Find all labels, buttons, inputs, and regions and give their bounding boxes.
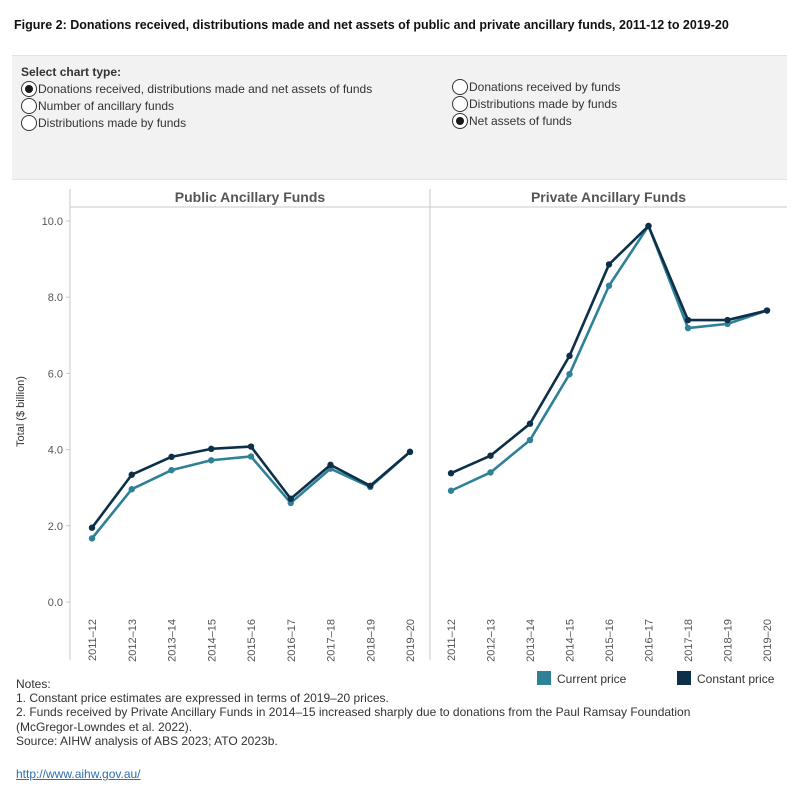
y-tick-label: 8.0 [48,292,63,304]
data-point [526,420,534,427]
radio-selected-dot [456,117,464,125]
data-point [88,524,96,531]
legend-label: Current price [557,672,627,686]
y-tick-label: 0.0 [48,597,63,609]
x-tick-label: 2011–12 [87,619,99,661]
series-line-current-price [90,450,411,540]
x-tick-label: 2016–17 [644,619,656,662]
data-point [684,324,692,332]
x-tick-label: 2012–13 [486,619,498,662]
x-tick-label: 2014–15 [206,619,218,662]
x-tick-label: 2014–15 [565,619,577,662]
aihw-link[interactable]: http://www.aihw.gov.au/ [16,767,141,781]
data-point [447,470,455,477]
x-tick-label: 2019–20 [762,619,774,662]
legend-swatch [677,671,691,685]
data-point [406,448,414,456]
x-tick-label: 2019–20 [405,619,417,662]
x-tick-label: 2017–18 [326,619,338,662]
radio-option-label: Donations received by funds [469,80,621,94]
x-tick-label: 2015–16 [604,619,616,662]
note-line: 2. Funds received by Private Ancillary F… [16,705,691,720]
data-point [247,443,255,450]
y-tick-label: 6.0 [48,368,63,380]
source-line: Source: AIHW analysis of ABS 2023; ATO 2… [16,733,278,748]
y-tick-label: 4.0 [48,445,63,457]
radio-button[interactable] [452,113,468,129]
radio-selected-dot [25,85,33,93]
radio-button[interactable] [21,98,37,114]
x-tick-label: 2013–14 [167,619,179,662]
chart-type-label: Select chart type: [21,65,122,79]
data-point [526,436,534,444]
x-tick-label: 2015–16 [246,619,258,662]
chart-type-selector: Select chart type: Donations received, d… [12,55,787,180]
x-tick-label: 2016–17 [286,619,298,662]
data-point [208,457,215,464]
x-tick-label: 2011–12 [446,619,458,661]
radio-option-label: Distributions made by funds [469,97,618,111]
notes-heading: Notes: [16,677,51,691]
data-point [645,222,652,230]
data-point [487,452,494,459]
data-point [168,466,175,474]
data-point [128,486,135,493]
x-tick-label: 2017–18 [683,619,695,662]
data-point [208,445,215,453]
figure-title: Figure 2: Donations received, distributi… [14,18,729,32]
data-point [684,316,692,324]
legend-swatch [537,671,551,685]
radio-button[interactable] [452,79,468,95]
data-point [763,307,771,314]
data-point [566,370,573,378]
y-tick-label: 10.0 [42,216,63,228]
data-point [88,535,96,542]
x-tick-label: 2012–13 [127,619,139,662]
line-chart: Public Ancillary Funds Private Ancillary … [15,189,787,662]
data-point [128,471,135,478]
data-point [487,469,494,476]
legend-label: Constant price [697,672,775,686]
notes: Notes: 1. Constant price estimates are e… [16,677,690,748]
radio-option-label: Donations received, distributions made a… [38,82,373,96]
radio-button[interactable] [452,96,468,112]
y-axis-label: Total ($ billion) [15,376,27,447]
data-point [566,352,573,360]
panel-title: Private Ancillary Funds [531,189,686,205]
note-line: (McGregor-Lowndes et al. 2022). [16,719,193,734]
data-point [327,461,334,469]
radio-option-label: Number of ancillary funds [38,99,175,113]
radio-option-label: Distributions made by funds [38,116,187,130]
radio-button[interactable] [21,81,37,97]
x-tick-label: 2018–19 [365,619,377,662]
panel-title: Public Ancillary Funds [175,189,326,205]
data-point [605,282,613,289]
y-tick-label: 2.0 [48,521,63,533]
data-point [447,487,455,494]
data-point [724,316,731,324]
note-line: 1. Constant price estimates are expresse… [16,691,389,706]
data-point [168,453,175,461]
data-point [605,261,613,268]
radio-option-label: Net assets of funds [469,114,572,128]
radio-button[interactable] [21,115,37,131]
data-point [287,495,294,502]
data-point [367,482,374,489]
x-tick-label: 2018–19 [723,619,735,662]
data-point [247,453,255,460]
x-tick-label: 2013–14 [525,619,537,662]
